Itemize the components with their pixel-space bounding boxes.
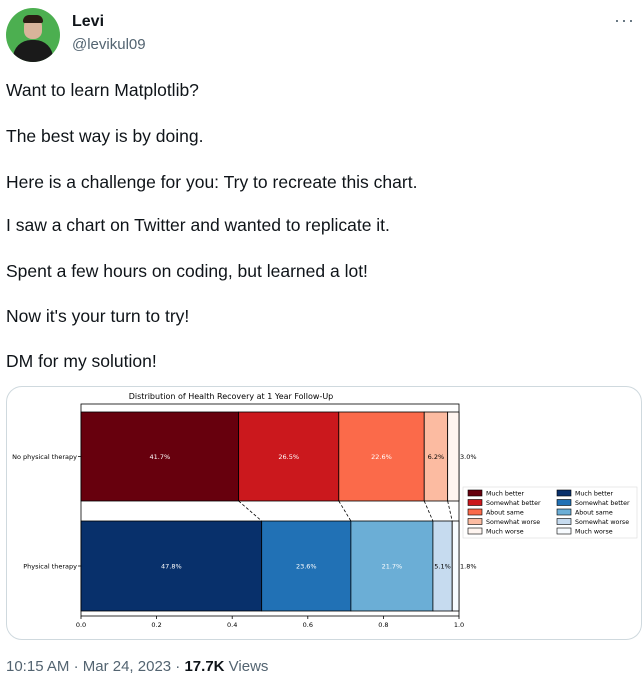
- bar-segment: [261, 520, 352, 612]
- legend-label: About same: [486, 510, 524, 517]
- tweet-text-line: The best way is by doing.: [6, 126, 204, 146]
- data-label: 23.6%: [296, 563, 317, 571]
- data-label: 1.8%: [460, 563, 477, 571]
- x-tick-label: 1.0: [454, 621, 464, 629]
- meta-separator: ·: [73, 658, 79, 675]
- tweet-text-line: Now it's your turn to try!: [6, 306, 190, 326]
- y-tick-label: No physical therapy: [12, 453, 77, 461]
- bar-segment: [80, 411, 240, 502]
- author-name[interactable]: Levi: [72, 13, 105, 30]
- legend-swatch: [556, 527, 572, 535]
- data-label: 41.7%: [149, 453, 170, 461]
- data-label: 6.2%: [428, 453, 445, 461]
- chart-title: Distribution of Health Recovery at 1 Yea…: [129, 392, 334, 401]
- stacked-bar-chart: Distribution of Health Recovery at 1 Yea…: [12, 392, 638, 629]
- tweet-text-line: Here is a challenge for you: Try to recr…: [6, 172, 418, 192]
- legend-label: Somewhat worse: [486, 519, 540, 526]
- avatar-hair-shape: [23, 15, 43, 23]
- tweet-time[interactable]: 10:15 AM: [6, 658, 70, 675]
- connector-line: [238, 500, 262, 522]
- legend-swatch: [467, 499, 483, 506]
- legend-label: Much better: [575, 491, 614, 498]
- legend-label: Much better: [486, 491, 525, 498]
- legend-swatch: [467, 489, 483, 497]
- bar-segment: [80, 520, 263, 612]
- legend-label: Somewhat worse: [575, 519, 629, 526]
- legend-label: Somewhat better: [575, 500, 630, 507]
- legend-swatch: [556, 508, 572, 516]
- bar-segment: [350, 520, 434, 612]
- views-label: Views: [228, 658, 269, 675]
- tweet-text-line: I saw a chart on Twitter and wanted to r…: [6, 215, 390, 235]
- y-tick-label: Physical therapy: [23, 563, 77, 571]
- legend-label: Much worse: [575, 529, 613, 536]
- chart-image-card[interactable]: Distribution of Health Recovery at 1 Yea…: [6, 386, 642, 640]
- legend-box: [462, 486, 638, 539]
- bar-segment: [447, 411, 460, 502]
- author-handle[interactable]: @levikul09: [72, 36, 146, 53]
- tweet-text-line: Want to learn Matplotlib?: [6, 80, 199, 100]
- bar-segment: [238, 411, 340, 502]
- views-count: 17.7K: [184, 658, 225, 675]
- bar-segment: [451, 520, 460, 612]
- data-label: 21.7%: [382, 563, 403, 571]
- tweet-text-line: Spent a few hours on coding, but learned…: [6, 261, 368, 281]
- connector-line: [338, 500, 352, 522]
- tweet-date[interactable]: Mar 24, 2023: [82, 658, 172, 675]
- avatar[interactable]: [6, 8, 60, 62]
- legend-swatch: [556, 518, 572, 525]
- avatar-body-shape: [13, 40, 53, 62]
- data-label: 47.8%: [161, 563, 182, 571]
- more-options-icon[interactable]: ···: [614, 10, 635, 30]
- x-tick-label: 0.4: [227, 621, 237, 629]
- legend-label: Much worse: [486, 529, 524, 536]
- legend-swatch: [467, 527, 483, 535]
- x-tick-label: 0.2: [151, 621, 161, 629]
- legend-swatch: [467, 508, 483, 516]
- legend-swatch: [467, 518, 483, 525]
- x-tick-label: 0.0: [76, 621, 86, 629]
- x-tick-label: 0.6: [303, 621, 313, 629]
- x-tick-label: 0.8: [378, 621, 388, 629]
- data-label: 3.0%: [460, 453, 477, 461]
- connector-line: [447, 500, 453, 522]
- legend-label: About same: [575, 510, 613, 517]
- connector-line: [423, 500, 434, 522]
- data-label: 22.6%: [371, 453, 392, 461]
- legend-swatch: [556, 499, 572, 506]
- data-label: 5.1%: [434, 563, 451, 571]
- bar-segment: [338, 411, 425, 502]
- tweet-meta: 10:15 AM · Mar 24, 2023 · 17.7K Views: [6, 658, 268, 675]
- legend-swatch: [556, 489, 572, 497]
- meta-separator: ·: [175, 658, 181, 675]
- plot-frame: [80, 403, 460, 617]
- legend-label: Somewhat better: [486, 500, 541, 507]
- tweet-text-line: DM for my solution!: [6, 351, 157, 371]
- data-label: 26.5%: [278, 453, 299, 461]
